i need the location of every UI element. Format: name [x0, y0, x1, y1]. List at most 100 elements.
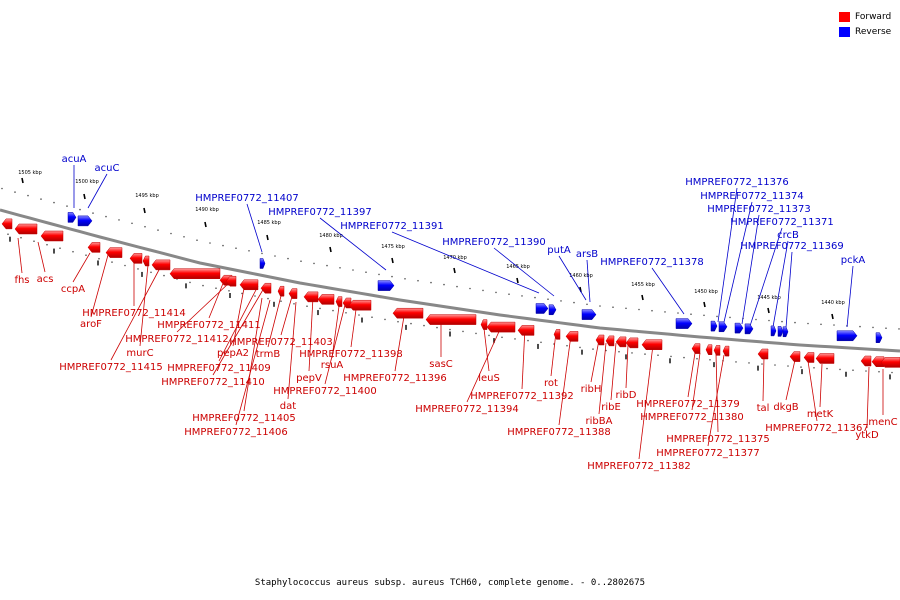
track-dot — [163, 274, 165, 277]
track-dot — [638, 308, 640, 311]
gene-label-acua: acuA — [62, 154, 87, 165]
leader-line — [246, 203, 263, 253]
forward-gene — [691, 343, 701, 354]
leader-line — [819, 363, 823, 408]
track-dot — [787, 365, 789, 367]
track-dot — [196, 239, 198, 241]
track-dot — [79, 208, 81, 211]
scale-tick — [329, 246, 332, 253]
forward-gene — [303, 291, 319, 303]
gene-label-ribba: ribBA — [586, 416, 613, 427]
leader-line — [558, 334, 572, 426]
gene-label-dat: dat — [280, 401, 296, 412]
track-dot — [423, 324, 425, 327]
leader-line — [212, 287, 265, 376]
reverse-gene — [734, 322, 744, 334]
forward-gene — [105, 247, 123, 258]
track-dot — [189, 281, 191, 284]
gene-label-ccpa: ccpA — [61, 284, 85, 295]
track-dot — [514, 338, 516, 340]
track-dot — [800, 366, 802, 368]
gene-label-pepv: pepV — [296, 373, 322, 384]
scale-tick-label: 1495 kbp — [135, 193, 159, 199]
legend-forward: Forward — [839, 9, 891, 24]
track-dot — [157, 229, 159, 231]
forward-gene — [517, 325, 535, 336]
leader-line — [762, 356, 765, 402]
track-dot — [592, 348, 594, 350]
track-dot — [859, 325, 861, 328]
track-dot — [332, 309, 334, 312]
gene-label-arsb: arsB — [576, 249, 598, 260]
gene-label-hmpref0772-11373: HMPREF0772_11373 — [707, 204, 810, 215]
forward-gene — [14, 223, 38, 235]
scale-tick-label: 1490 kbp — [195, 207, 219, 213]
track-dot — [144, 225, 146, 228]
reverse-gene — [718, 321, 728, 333]
track-dot — [872, 326, 874, 329]
track-dot — [566, 344, 568, 347]
scale-tick-label: 1485 kbp — [257, 220, 281, 226]
track-dot — [319, 307, 321, 310]
gene-label-hmpref0772-11394: HMPREF0772_11394 — [415, 404, 518, 415]
leader-line — [267, 291, 283, 348]
label-leader-lines — [17, 165, 884, 460]
track-dot — [59, 247, 61, 249]
reverse-gene — [548, 304, 557, 316]
track-dot — [813, 367, 815, 369]
forward-gene — [317, 294, 335, 305]
track-dot — [521, 295, 523, 297]
leader-line — [90, 254, 109, 318]
track-dot — [170, 232, 172, 235]
track-dot — [20, 236, 22, 239]
gene-label-hmpref0772-11406: HMPREF0772_11406 — [184, 427, 287, 438]
leader-line — [638, 344, 654, 460]
forward-gene — [87, 242, 101, 253]
forward-gene — [169, 268, 221, 279]
reverse-gene — [875, 332, 883, 343]
forward-gene — [815, 353, 835, 364]
reverse-gene — [770, 325, 777, 337]
track-dot — [865, 370, 867, 372]
track-dot — [371, 316, 373, 319]
reverse-gene — [259, 258, 266, 269]
leader-line — [785, 251, 793, 329]
gene-label-puta: putA — [547, 245, 571, 256]
forward-gene — [288, 288, 298, 299]
track-dot — [150, 271, 152, 274]
track-dot — [72, 250, 74, 253]
gene-label-metk: metK — [807, 409, 834, 420]
gene-label-hmpref0772-11388: HMPREF0772_11388 — [507, 427, 610, 438]
gene-label-pcka: pckA — [841, 255, 866, 266]
track-dot — [755, 318, 757, 321]
gene-label-hmpref0772-11380: HMPREF0772_11380 — [640, 412, 743, 423]
scale-tick-label: 1505 kbp — [18, 170, 42, 176]
track-dot — [488, 334, 490, 337]
track-dot — [261, 252, 263, 255]
track-dot — [183, 236, 185, 238]
leader-line — [625, 344, 629, 389]
scale-tick-label: 1475 kbp — [381, 244, 405, 250]
reverse-gene — [377, 280, 395, 291]
track-dot — [540, 341, 542, 344]
leader-line — [691, 352, 701, 411]
gene-label-hmpref0772-11390: HMPREF0772_11390 — [442, 237, 545, 248]
gene-label-hmpref0772-11376: HMPREF0772_11376 — [685, 177, 788, 188]
forward-gene — [553, 329, 561, 340]
gene-label-ribh: ribH — [581, 384, 602, 395]
track-dot — [339, 267, 341, 269]
leader-line — [586, 259, 591, 303]
track-dot — [677, 312, 679, 314]
track-dot — [586, 303, 588, 306]
leader-line — [287, 301, 297, 400]
gene-label-hmpref0772-11411: HMPREF0772_11411 — [157, 320, 260, 331]
track-dot — [410, 322, 412, 325]
track-dot — [657, 354, 659, 357]
scale-tick — [266, 234, 269, 241]
scale-tick — [391, 257, 394, 264]
scale-tick — [204, 221, 207, 228]
forward-gene — [625, 337, 639, 349]
reverse-gene — [744, 323, 754, 335]
track-dot — [625, 307, 627, 310]
